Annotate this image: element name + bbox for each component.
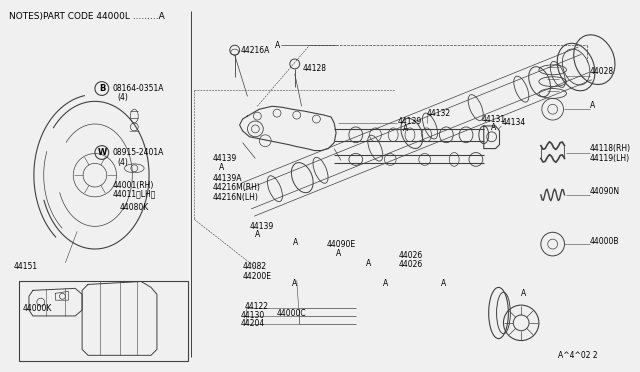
Text: 44139: 44139 [397, 116, 421, 125]
Text: 44216N(LH): 44216N(LH) [213, 193, 259, 202]
Text: A: A [219, 163, 224, 172]
Text: A: A [275, 41, 280, 50]
Text: 44122: 44122 [244, 302, 269, 311]
Text: A: A [383, 279, 388, 288]
Text: (4): (4) [118, 158, 129, 167]
Text: 44139: 44139 [250, 222, 274, 231]
Text: A^4^02 2: A^4^02 2 [557, 351, 597, 360]
Text: 44132: 44132 [427, 109, 451, 118]
Text: A: A [590, 101, 595, 110]
Text: 44000B: 44000B [590, 237, 620, 246]
Text: 44118(RH): 44118(RH) [590, 144, 631, 153]
Text: 44000C: 44000C [277, 310, 307, 318]
Text: 44026: 44026 [399, 251, 423, 260]
Text: 44011〈LH〉: 44011〈LH〉 [113, 189, 156, 198]
Bar [19, 280, 188, 361]
Text: A: A [336, 249, 341, 259]
Text: A: A [292, 279, 297, 288]
Text: 44200E: 44200E [243, 272, 271, 281]
Text: 08164-0351A: 08164-0351A [113, 84, 164, 93]
Text: 44134: 44134 [502, 119, 525, 128]
Text: 08915-2401A: 08915-2401A [113, 148, 164, 157]
Text: (4): (4) [118, 93, 129, 102]
Text: W: W [98, 148, 108, 157]
Text: 44028: 44028 [590, 67, 614, 76]
Text: 44204: 44204 [241, 319, 265, 328]
Text: A: A [440, 279, 445, 288]
Text: 44082: 44082 [243, 262, 267, 271]
Text: 44080K: 44080K [120, 203, 148, 212]
Text: B: B [100, 84, 106, 93]
Text: 44139A: 44139A [213, 174, 243, 183]
Text: 44139: 44139 [213, 154, 237, 163]
Text: A: A [491, 124, 496, 132]
Text: NOTES)PART CODE 44000L .........A: NOTES)PART CODE 44000L .........A [9, 12, 165, 21]
Text: 44151: 44151 [13, 262, 37, 271]
Text: 44128: 44128 [303, 64, 326, 73]
Text: A: A [292, 238, 298, 247]
Text: 44216M(RH): 44216M(RH) [213, 183, 261, 192]
Text: A: A [365, 259, 371, 268]
Text: 44216A: 44216A [241, 46, 270, 55]
Text: 44026: 44026 [399, 260, 423, 269]
Text: A: A [521, 289, 527, 298]
Text: 44130: 44130 [241, 311, 265, 320]
Text: A: A [255, 230, 260, 239]
Text: 44001(RH): 44001(RH) [113, 180, 154, 189]
Text: 44131: 44131 [482, 115, 506, 124]
Text: 44090N: 44090N [590, 187, 620, 196]
Text: 44090E: 44090E [326, 240, 355, 248]
Text: 44119(LH): 44119(LH) [590, 154, 630, 163]
Text: A: A [403, 124, 408, 134]
Text: 44000K: 44000K [23, 304, 52, 312]
